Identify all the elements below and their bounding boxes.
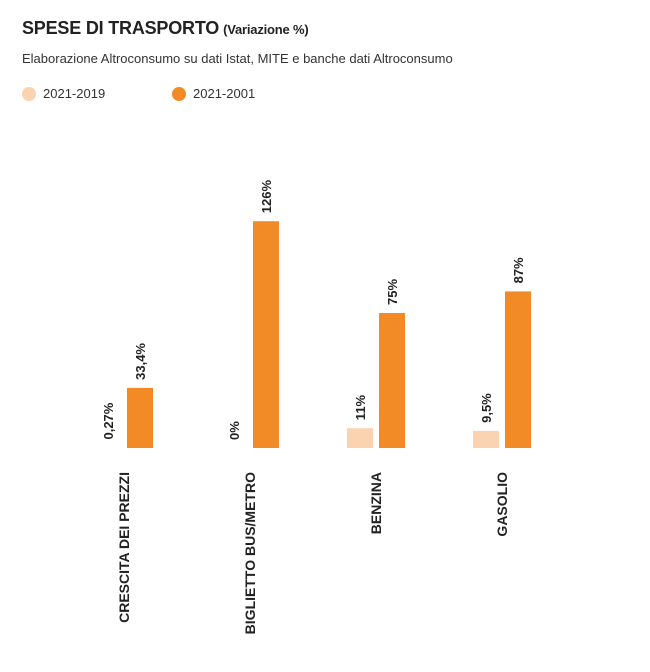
bar-value-label: 9,5% [479,393,494,423]
chart-title-main: SPESE DI TRASPORTO [22,18,220,38]
bar-value-label: 75% [385,279,400,305]
category-label: BIGLIETTO BUS/METRO [242,472,258,634]
legend-item-2021-2001: 2021-2001 [172,86,255,101]
bar-2021-2019 [473,430,499,448]
legend-swatch-2021-2019 [22,86,36,101]
legend-item-2021-2019: 2021-2019 [22,86,105,101]
category-label: CRESCITA DEI PREZZI [116,472,132,623]
legend-label-2021-2001: 2021-2001 [193,86,256,101]
bar-2021-2001 [253,221,279,448]
bar-value-label: 0,27% [101,402,116,439]
legend-label-2021-2019: 2021-2019 [43,86,106,101]
category-label: BENZINA [368,472,384,534]
chart-title: SPESE DI TRASPORTO (Variazione %) [22,18,309,39]
bar-value-label: 87% [511,257,526,283]
bar-2021-2001 [127,387,153,448]
chart-title-suffix: (Variazione %) [223,22,309,37]
bar-2021-2001 [505,291,531,448]
chart-subtitle: Elaborazione Altroconsumo su dati Istat,… [22,51,453,66]
bar-value-label: 33,4% [133,343,148,380]
bar-2021-2001 [379,313,405,448]
bar-2021-2019 [347,428,373,448]
bar-value-label: 0% [227,421,242,440]
legend-swatch-2021-2001 [172,86,186,101]
bar-value-label: 11% [353,394,368,420]
bar-value-label: 126% [259,180,274,214]
category-label: GASOLIO [494,472,510,537]
